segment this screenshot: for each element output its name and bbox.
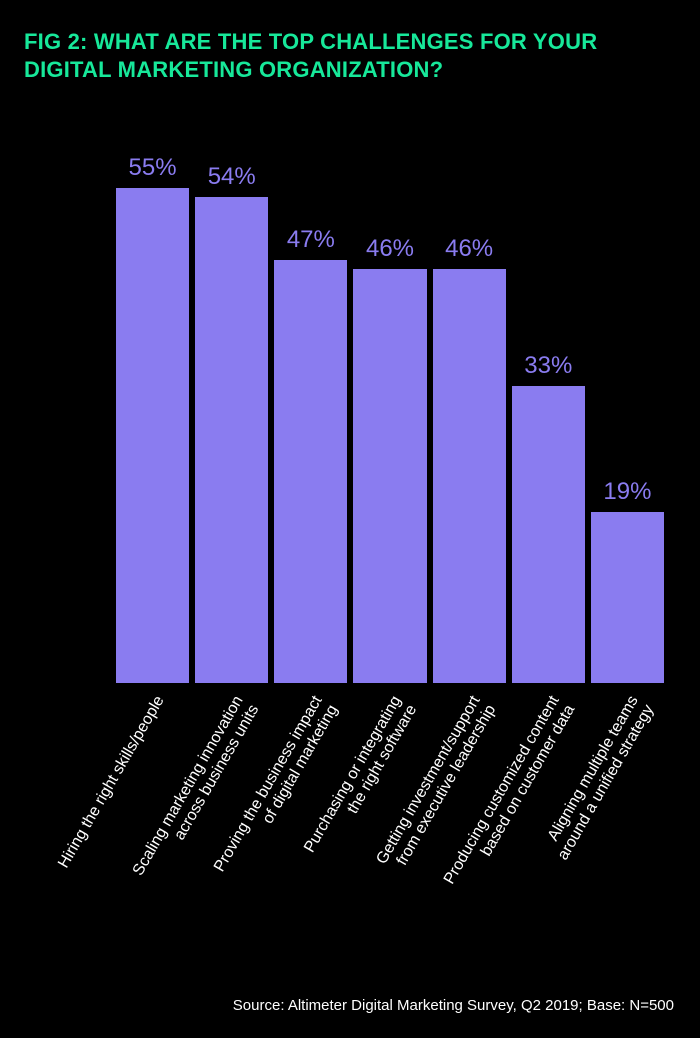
bar: 54%	[195, 163, 268, 683]
category-axis: Hiring the right skills/peopleScaling ma…	[116, 693, 664, 953]
bar-rect	[274, 260, 347, 683]
bar: 19%	[591, 478, 664, 683]
source-caption: Source: Altimeter Digital Marketing Surv…	[233, 997, 674, 1014]
bar-value-label: 19%	[603, 478, 651, 506]
bar-value-label: 55%	[129, 154, 177, 182]
bar-value-label: 33%	[524, 352, 572, 380]
bar-value-label: 54%	[208, 163, 256, 191]
bar-chart: 55% 54% 47% 46% 46% 33% 19%	[116, 143, 664, 683]
bar-value-label: 47%	[287, 226, 335, 254]
bar-rect	[195, 197, 268, 683]
bar: 55%	[116, 154, 189, 683]
bar: 46%	[433, 235, 506, 683]
bar-value-label: 46%	[445, 235, 493, 263]
chart-title: FIG 2: WHAT ARE THE TOP CHALLENGES FOR Y…	[24, 28, 664, 83]
bar-rect	[512, 386, 585, 683]
category-label-slot: Aligning multiple teamsaround a unified …	[591, 693, 664, 953]
bar-value-label: 46%	[366, 235, 414, 263]
bar-rect	[591, 512, 664, 683]
figure-container: FIG 2: WHAT ARE THE TOP CHALLENGES FOR Y…	[0, 0, 700, 1038]
bar-rect	[353, 269, 426, 683]
bar: 46%	[353, 235, 426, 683]
bar-rect	[116, 188, 189, 683]
bar: 47%	[274, 226, 347, 683]
bar: 33%	[512, 352, 585, 683]
bar-rect	[433, 269, 506, 683]
